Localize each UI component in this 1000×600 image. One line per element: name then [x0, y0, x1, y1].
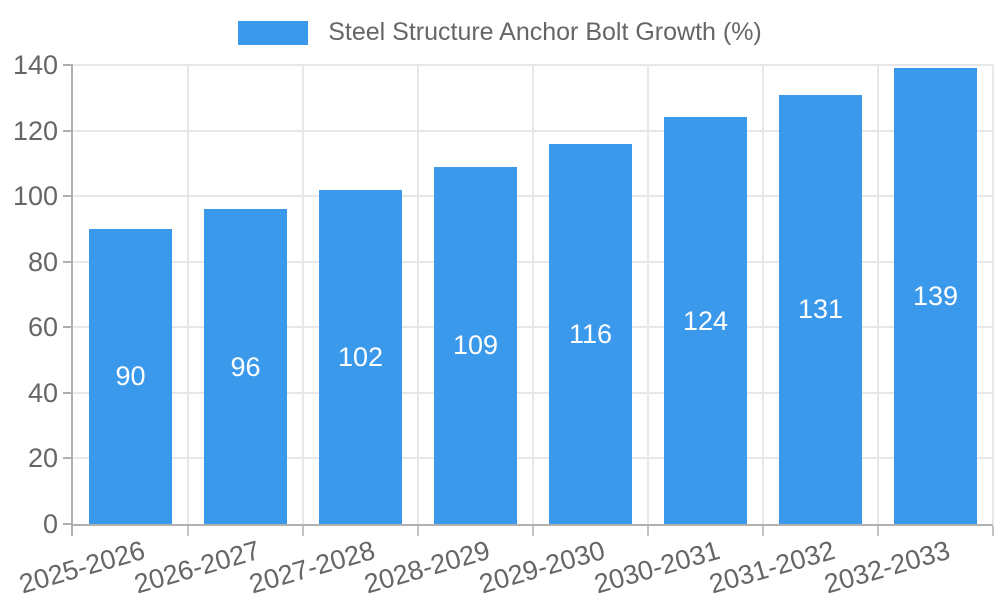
y-tick-label: 60 — [27, 312, 58, 343]
bar-2026-2027 — [204, 209, 287, 524]
bar-value-label: 90 — [115, 361, 146, 392]
x-axis-tick — [762, 526, 764, 536]
gridline-vertical — [647, 65, 649, 524]
y-axis-tick — [63, 260, 73, 263]
bar-value-label: 96 — [230, 351, 261, 382]
y-tick-label: 40 — [27, 377, 58, 408]
chart-legend[interactable]: Steel Structure Anchor Bolt Growth (%) — [0, 18, 1000, 47]
gridline-vertical — [532, 65, 534, 524]
x-axis-tick — [532, 526, 534, 536]
bar-value-label: 124 — [682, 305, 729, 336]
y-tick-label: 120 — [12, 115, 58, 146]
legend-label: Steel Structure Anchor Bolt Growth (%) — [328, 18, 762, 46]
y-axis-tick — [63, 523, 73, 525]
x-axis-tick — [187, 526, 189, 536]
y-axis-tick — [63, 129, 73, 132]
y-tick-label: 20 — [27, 443, 58, 474]
y-tick-label: 100 — [12, 181, 58, 212]
bar-value-label: 109 — [452, 330, 499, 361]
y-tick-label: 80 — [27, 246, 58, 277]
bar-2032-2033 — [894, 68, 977, 524]
x-axis-tick — [992, 526, 994, 536]
gridline-vertical — [417, 65, 419, 524]
bar-2030-2031 — [664, 117, 747, 524]
y-axis-tick — [63, 195, 73, 198]
gridline-vertical — [992, 65, 994, 524]
y-axis-tick — [63, 457, 73, 460]
y-axis-tick — [63, 326, 73, 329]
bar-value-label: 102 — [337, 341, 384, 372]
bar-value-label: 116 — [568, 318, 613, 349]
gridline-vertical — [187, 65, 189, 524]
bar-2028-2029 — [434, 166, 517, 524]
bar-value-label: 139 — [912, 281, 959, 312]
y-axis-tick — [63, 64, 73, 66]
legend-swatch — [238, 20, 309, 45]
x-axis-tick — [647, 526, 649, 536]
gridline-vertical — [762, 65, 764, 524]
x-axis-tick — [417, 526, 419, 536]
x-axis-tick — [877, 526, 879, 536]
x-axis-line — [71, 524, 993, 526]
bar-2029-2030 — [549, 143, 632, 524]
bar-value-label: 131 — [797, 294, 844, 325]
x-axis-tick — [302, 526, 304, 536]
y-tick-label: 0 — [42, 509, 58, 539]
gridline-vertical — [877, 65, 879, 524]
bar-2025-2026 — [89, 228, 172, 524]
y-tick-label: 140 — [12, 50, 58, 80]
y-axis-tick — [63, 391, 73, 394]
bar-2027-2028 — [319, 189, 402, 524]
gridline-vertical — [302, 65, 304, 524]
y-axis-line — [71, 65, 73, 536]
bar-2031-2032 — [779, 94, 862, 524]
